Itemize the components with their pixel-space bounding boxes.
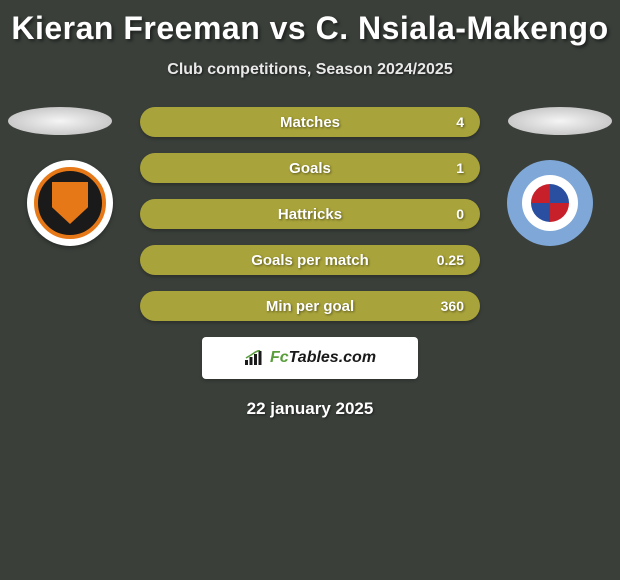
crest-right-inner: [522, 175, 578, 231]
club-crest-right: [500, 159, 600, 247]
crest-left-bg: [27, 160, 113, 246]
subtitle: Club competitions, Season 2024/2025: [0, 61, 620, 79]
date-label: 22 january 2025: [0, 399, 620, 419]
stats-list: Matches 4 Goals 1 Hattricks 0 Goals per …: [140, 107, 480, 321]
crest-right-ring: [507, 160, 593, 246]
brand-box: FcTables.com: [202, 337, 418, 379]
stat-row-hattricks: Hattricks 0: [140, 199, 480, 229]
chart-icon: [244, 350, 264, 366]
stat-row-matches: Matches 4: [140, 107, 480, 137]
page-title: Kieran Freeman vs C. Nsiala-Makengo: [0, 0, 620, 47]
stat-value: 0.25: [437, 252, 464, 268]
player-shadow-left: [8, 107, 112, 135]
brand-main: Tables: [289, 349, 339, 366]
stat-label: Hattricks: [278, 206, 342, 223]
stat-label: Matches: [280, 114, 340, 131]
crest-left-ring: [34, 167, 106, 239]
stat-label: Min per goal: [266, 298, 354, 315]
stat-row-min-per-goal: Min per goal 360: [140, 291, 480, 321]
content-area: Matches 4 Goals 1 Hattricks 0 Goals per …: [0, 107, 620, 419]
brand-suffix: .com: [339, 349, 376, 366]
crest-right-core-icon: [531, 184, 569, 222]
brand-pre: Fc: [270, 349, 289, 366]
stat-row-goals: Goals 1: [140, 153, 480, 183]
stat-row-goals-per-match: Goals per match 0.25: [140, 245, 480, 275]
brand-text: FcTables.com: [270, 349, 376, 367]
stat-value: 0: [456, 206, 464, 222]
club-crest-left: [20, 159, 120, 247]
stat-label: Goals per match: [251, 252, 369, 269]
stat-value: 1: [456, 160, 464, 176]
player-shadow-right: [508, 107, 612, 135]
crest-left-shield-icon: [52, 182, 88, 224]
stat-value: 4: [456, 114, 464, 130]
stat-value: 360: [441, 298, 464, 314]
stat-label: Goals: [289, 160, 331, 177]
